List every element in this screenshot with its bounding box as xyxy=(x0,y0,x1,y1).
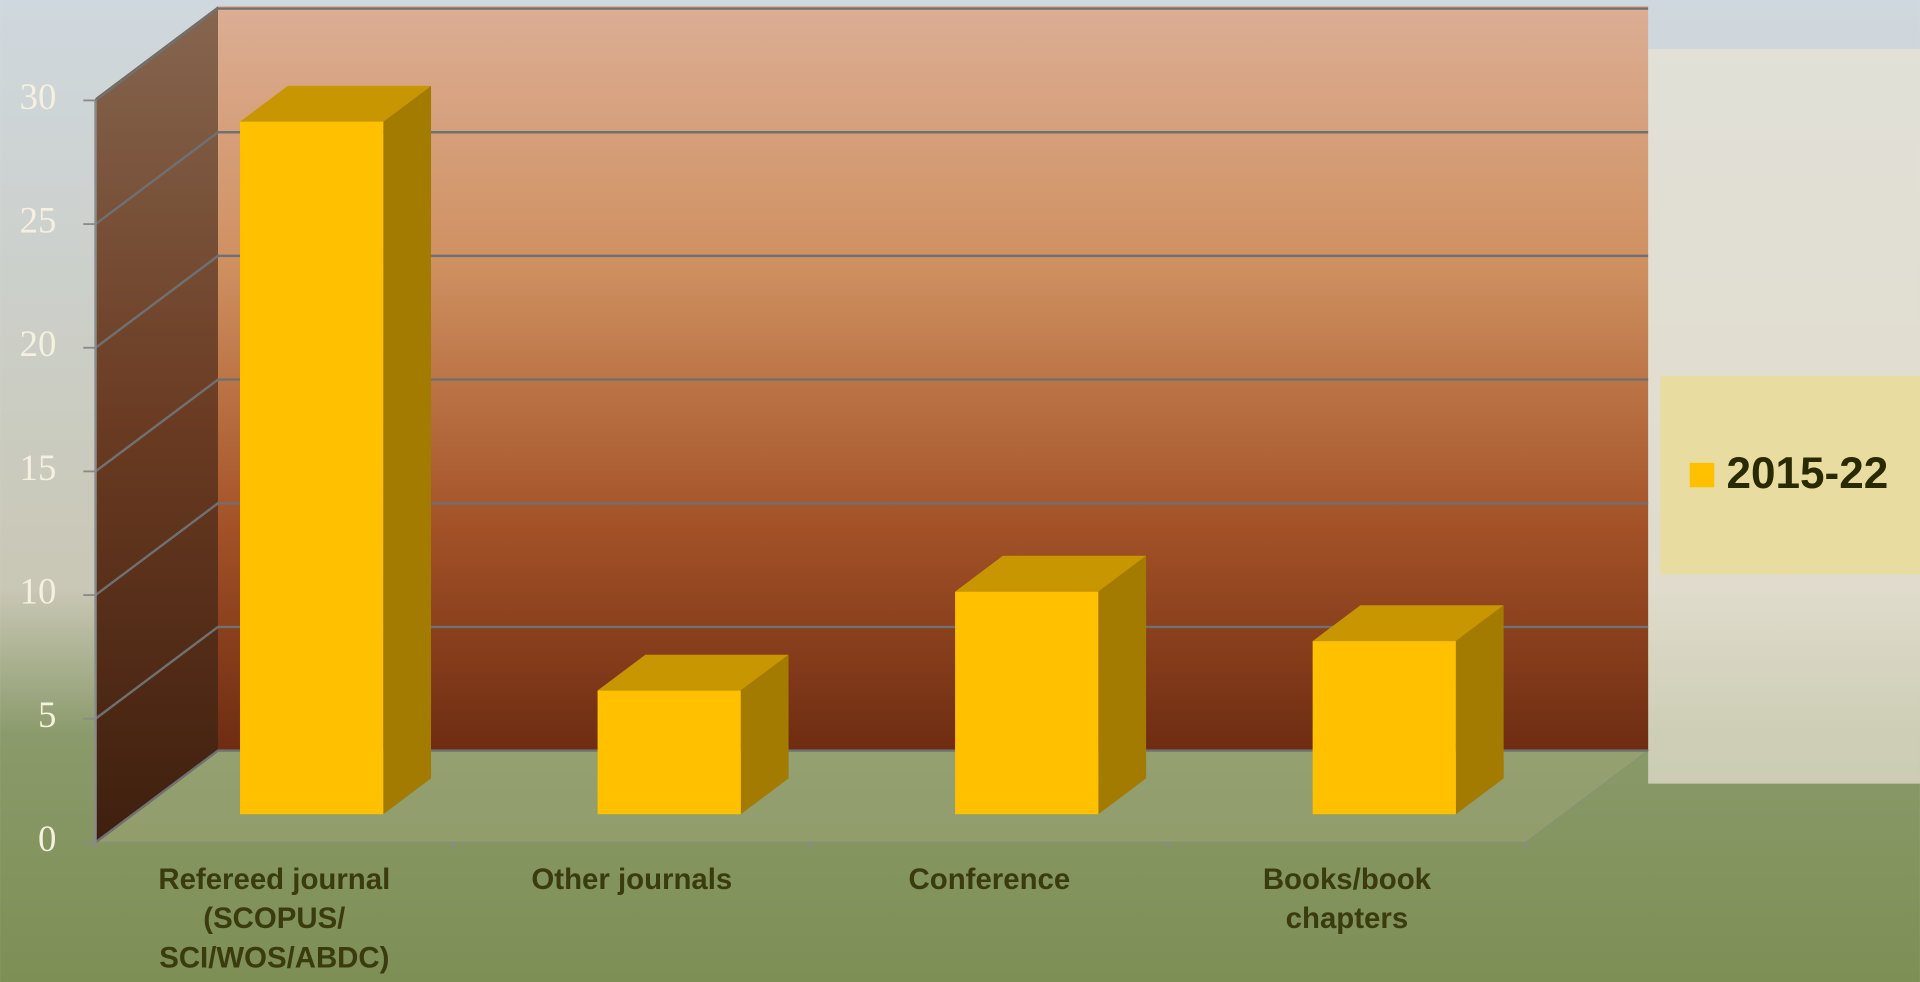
y-tick-label: 30 xyxy=(20,76,57,117)
bar-top xyxy=(1312,605,1504,642)
y-tick-label: 20 xyxy=(20,323,57,364)
y-tick-label: 25 xyxy=(20,199,57,240)
bar-side xyxy=(1455,605,1504,815)
x-tick-label-box: Refereed journal (SCOPUS/ SCI/WOS/ABDC) xyxy=(158,863,391,975)
grid-line xyxy=(94,502,1649,597)
grid-line xyxy=(94,7,1649,102)
x-tick-label-box: Other journals xyxy=(531,863,733,897)
bar xyxy=(597,690,741,815)
legend-label: 2015-22 xyxy=(1726,449,1888,498)
bar-side xyxy=(740,654,789,815)
x-tick-label-box: Conference xyxy=(908,863,1071,897)
grid-line xyxy=(94,254,1649,349)
y-tick-label: 10 xyxy=(20,570,57,611)
legend-swatch xyxy=(1689,462,1715,488)
grid-line xyxy=(94,749,1649,844)
bar xyxy=(1312,641,1456,815)
x-tick-label-box: Books/book chapters xyxy=(1262,863,1432,936)
y-tick-label: 5 xyxy=(38,694,56,735)
bar xyxy=(240,121,384,815)
bar xyxy=(955,591,1099,815)
bar-top xyxy=(955,555,1147,592)
bar-side xyxy=(1098,555,1147,815)
x-tick-label: Other journals xyxy=(531,863,733,897)
bar-top xyxy=(597,654,789,691)
bar-side xyxy=(383,85,432,815)
x-tick-label: Books/book chapters xyxy=(1262,863,1432,936)
x-tick-label: Conference xyxy=(908,863,1071,897)
y-tick-label: 0 xyxy=(38,818,56,859)
y-tick-label: 15 xyxy=(20,447,57,488)
grid-line xyxy=(94,378,1649,473)
grid-line xyxy=(94,131,1649,226)
grid-line xyxy=(94,625,1649,720)
x-tick-label: Refereed journal (SCOPUS/ SCI/WOS/ABDC) xyxy=(158,863,391,975)
bar-top xyxy=(240,85,432,122)
